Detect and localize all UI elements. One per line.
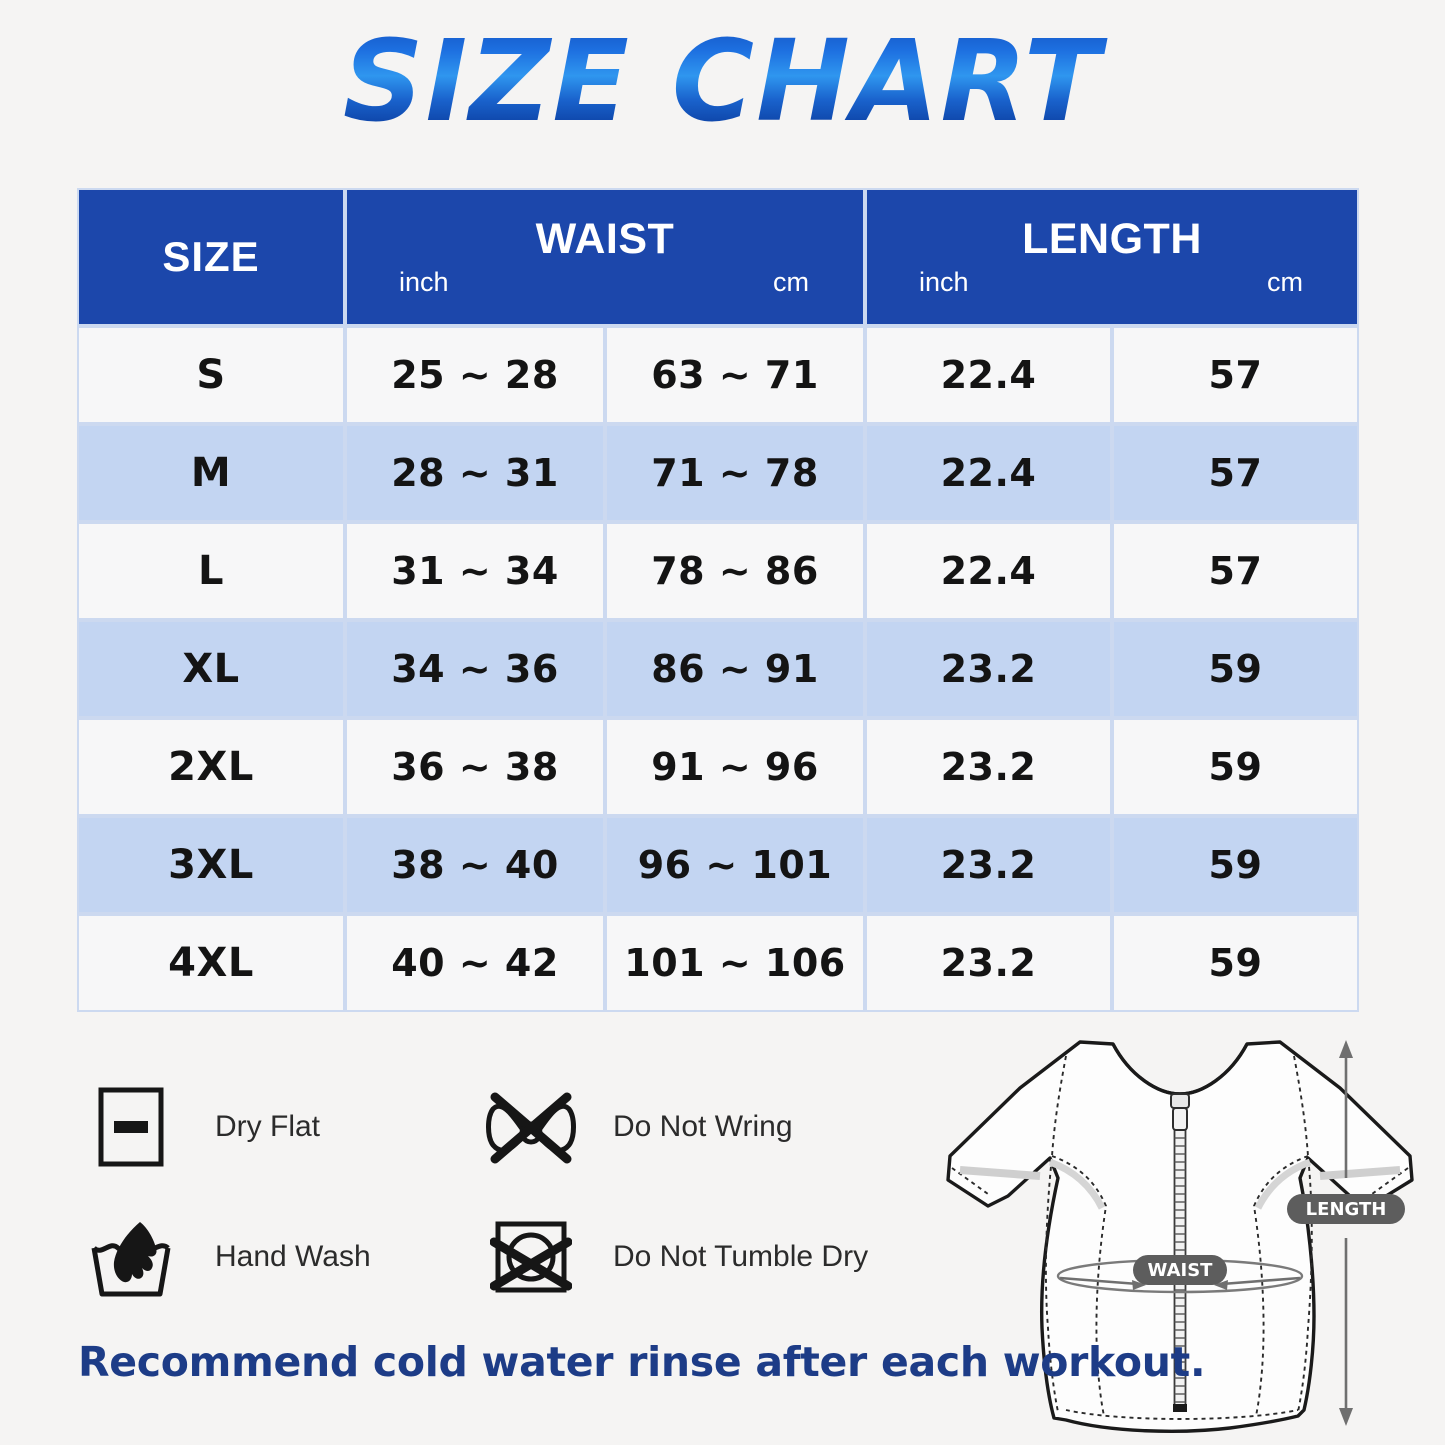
zipper [1170,1093,1190,1412]
waist-badge [1133,1255,1227,1285]
cell-length-inch: 23.2 [865,914,1112,1012]
header-label-size: SIZE [162,233,260,280]
size-table: SIZE WAIST inch cm LENGTH inch cm [77,188,1359,1012]
cell-length-cm: 57 [1112,326,1359,424]
cell-length-cm: 59 [1112,914,1359,1012]
care-item-dry-flat: Dry Flat [85,1081,485,1173]
cell-length-cm: 57 [1112,522,1359,620]
table-header: SIZE WAIST inch cm LENGTH inch cm [77,188,1359,326]
header-unit-waist-cm: cm [773,267,809,297]
waist-badge-label: WAIST [1148,1260,1214,1281]
cell-waist-cm: 96 ~ 101 [605,816,865,914]
care-row-2: Hand Wash Do Not Tumble Dry [85,1192,945,1322]
table-body: S 25 ~ 28 63 ~ 71 22.4 57 M 28 ~ 31 71 ~… [77,326,1359,1012]
header-cell-size: SIZE [77,188,345,326]
cell-waist-inch: 28 ~ 31 [345,424,605,522]
cell-length-cm: 57 [1112,424,1359,522]
table-row: L 31 ~ 34 78 ~ 86 22.4 57 [77,522,1359,620]
care-item-do-not-tumble-dry: Do Not Tumble Dry [485,1211,945,1303]
table-row: M 28 ~ 31 71 ~ 78 22.4 57 [77,424,1359,522]
care-label-hand-wash: Hand Wash [215,1240,371,1273]
header-label-length: LENGTH [1022,215,1202,263]
care-instructions: Dry Flat Do Not Wring [85,1062,945,1322]
header-unit-length-cm: cm [1267,267,1303,297]
cell-length-inch: 23.2 [865,620,1112,718]
cell-waist-inch: 38 ~ 40 [345,816,605,914]
cell-waist-inch: 34 ~ 36 [345,620,605,718]
table-row: 3XL 38 ~ 40 96 ~ 101 23.2 59 [77,816,1359,914]
table-row: 4XL 40 ~ 42 101 ~ 106 23.2 59 [77,914,1359,1012]
care-label-do-not-tumble-dry: Do Not Tumble Dry [613,1240,869,1273]
cell-size: 4XL [77,914,345,1012]
cell-waist-cm: 91 ~ 96 [605,718,865,816]
cell-size: 3XL [77,816,345,914]
cell-size: 2XL [77,718,345,816]
header-cell-length: LENGTH inch cm [865,188,1359,326]
table-header-row: SIZE WAIST inch cm LENGTH inch cm [77,188,1359,326]
page-title: SIZE CHART [0,23,1445,142]
cell-waist-inch: 36 ~ 38 [345,718,605,816]
cell-waist-cm: 101 ~ 106 [605,914,865,1012]
hand-wash-icon [85,1211,177,1303]
cell-size: S [77,326,345,424]
cell-length-cm: 59 [1112,620,1359,718]
cell-length-cm: 59 [1112,816,1359,914]
cell-waist-inch: 25 ~ 28 [345,326,605,424]
header-units-waist: inch cm [347,269,863,296]
table-row: XL 34 ~ 36 86 ~ 91 23.2 59 [77,620,1359,718]
garment-illustration: WAIST LENGTH [930,1028,1430,1438]
cell-length-cm: 59 [1112,718,1359,816]
header-units-length: inch cm [867,269,1357,296]
cell-size: L [77,522,345,620]
length-measure: LENGTH [1287,1040,1405,1426]
care-item-do-not-wring: Do Not Wring [485,1081,945,1173]
cell-waist-cm: 86 ~ 91 [605,620,865,718]
garment-seams [951,1055,1409,1420]
cell-size: XL [77,620,345,718]
waist-measure: WAIST [1056,1255,1304,1294]
cell-waist-cm: 63 ~ 71 [605,326,865,424]
table-row: 2XL 36 ~ 38 91 ~ 96 23.2 59 [77,718,1359,816]
table-row: S 25 ~ 28 63 ~ 71 22.4 57 [77,326,1359,424]
cell-size: M [77,424,345,522]
cell-waist-cm: 78 ~ 86 [605,522,865,620]
garment-underarm-shade [1048,1158,1312,1210]
header-label-waist: WAIST [535,215,675,263]
header-cell-waist: WAIST inch cm [345,188,865,326]
care-label-do-not-wring: Do Not Wring [613,1110,793,1143]
do-not-tumble-dry-icon [485,1211,577,1303]
length-badge [1287,1194,1405,1224]
garment-cuff-bands [959,1166,1401,1180]
header-unit-length-inch: inch [919,267,969,297]
cell-length-inch: 22.4 [865,326,1112,424]
cell-waist-inch: 31 ~ 34 [345,522,605,620]
length-badge-label: LENGTH [1306,1199,1387,1220]
dry-flat-icon [85,1081,177,1173]
do-not-wring-icon [485,1081,577,1173]
care-row-1: Dry Flat Do Not Wring [85,1062,945,1192]
cell-length-inch: 22.4 [865,424,1112,522]
cell-length-inch: 22.4 [865,522,1112,620]
cell-length-inch: 23.2 [865,816,1112,914]
cell-waist-cm: 71 ~ 78 [605,424,865,522]
header-unit-waist-inch: inch [399,267,449,297]
care-label-dry-flat: Dry Flat [215,1110,320,1143]
cell-waist-inch: 40 ~ 42 [345,914,605,1012]
cell-length-inch: 23.2 [865,718,1112,816]
footnote-text: Recommend cold water rinse after each wo… [78,1338,1206,1386]
care-item-hand-wash: Hand Wash [85,1211,485,1303]
